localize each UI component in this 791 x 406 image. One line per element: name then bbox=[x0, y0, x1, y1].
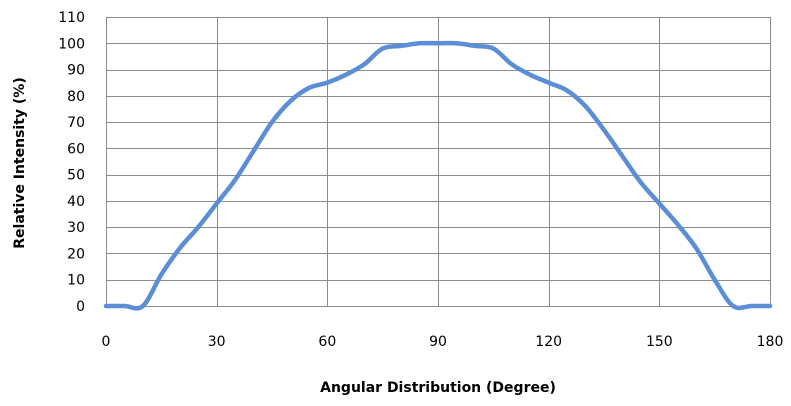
x-axis-ticks: 0 30 60 90 120 150 180 bbox=[102, 334, 784, 350]
y-tick-label: 20 bbox=[67, 246, 85, 262]
x-tick-label: 30 bbox=[208, 334, 226, 350]
y-tick-label: 60 bbox=[67, 141, 85, 157]
y-axis-ticks: 0 10 20 30 40 50 60 70 80 90 100 110 bbox=[58, 10, 85, 315]
y-tick-label: 40 bbox=[67, 194, 85, 210]
x-tick-label: 120 bbox=[535, 334, 562, 350]
y-axis-title: Relative Intensity (%) bbox=[12, 77, 28, 249]
x-tick-label: 0 bbox=[102, 334, 111, 350]
y-tick-label: 10 bbox=[67, 273, 85, 289]
y-tick-label: 80 bbox=[67, 89, 85, 105]
x-tick-label: 60 bbox=[318, 334, 336, 350]
y-tick-label: 50 bbox=[67, 168, 85, 184]
y-tick-label: 100 bbox=[58, 36, 85, 52]
grid bbox=[106, 17, 771, 307]
x-tick-label: 180 bbox=[757, 334, 784, 350]
x-tick-label: 150 bbox=[646, 334, 673, 350]
y-tick-label: 30 bbox=[67, 220, 85, 236]
x-axis-title: Angular Distribution (Degree) bbox=[320, 380, 556, 396]
x-tick-label: 90 bbox=[429, 334, 447, 350]
series-layer bbox=[103, 40, 773, 311]
series-line bbox=[103, 40, 773, 311]
y-tick-label: 70 bbox=[67, 115, 85, 131]
y-tick-label: 90 bbox=[67, 63, 85, 79]
y-tick-label: 0 bbox=[76, 299, 85, 315]
y-tick-label: 110 bbox=[58, 10, 85, 26]
